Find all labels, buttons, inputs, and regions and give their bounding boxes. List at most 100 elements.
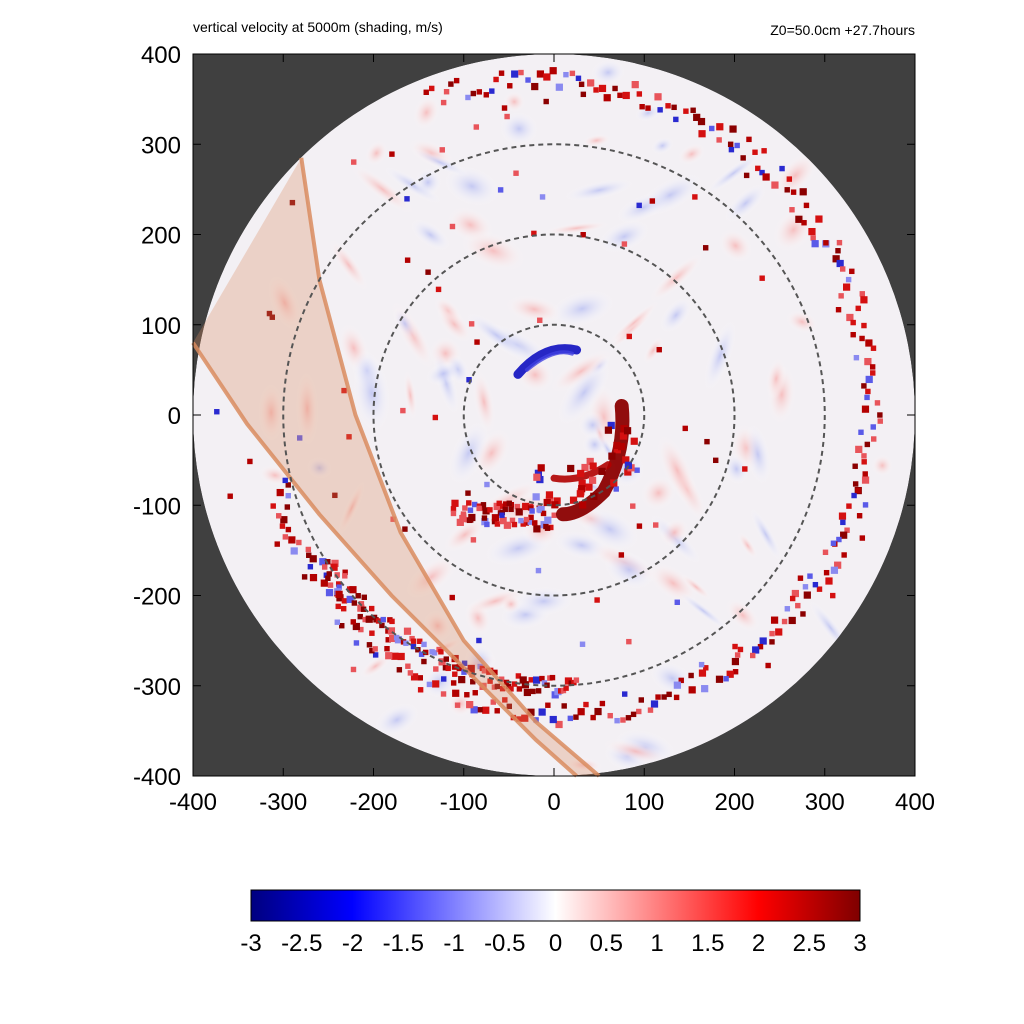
field-cell [665, 103, 671, 109]
field-cell [466, 500, 472, 506]
field-cell [835, 248, 841, 254]
field-cell [618, 552, 625, 558]
field-cell [490, 699, 496, 705]
field-cell [519, 676, 527, 684]
field-cell [771, 181, 779, 189]
field-blob [744, 423, 772, 486]
field-blob [637, 173, 704, 217]
field-cell [843, 283, 851, 291]
field-cell [657, 107, 663, 113]
field-blob [614, 729, 677, 766]
field-blob [513, 586, 574, 617]
field-cell [678, 677, 684, 684]
field-cell [693, 113, 701, 121]
field-cell [617, 92, 623, 99]
field-cell [604, 426, 613, 434]
field-cell [533, 717, 539, 723]
field-cell [462, 505, 468, 511]
field-cell [836, 536, 842, 543]
field-cell [515, 673, 522, 679]
field-cell [578, 479, 586, 488]
field-cell [285, 526, 292, 533]
field-cell [351, 159, 357, 165]
field-cell [838, 293, 844, 299]
inner-blue-arc [513, 344, 582, 379]
field-cell [481, 668, 488, 674]
field-cell [404, 196, 410, 202]
field-cell [877, 418, 883, 424]
field-cell [587, 79, 595, 87]
field-cell [349, 586, 357, 594]
field-cell [511, 70, 519, 78]
field-cell [636, 91, 643, 97]
field-cell [579, 641, 586, 647]
field-cell [836, 259, 844, 268]
field-cell [545, 491, 554, 499]
field-blob [423, 610, 453, 642]
field-cell [795, 602, 801, 609]
field-blob [592, 418, 607, 447]
field-cell [610, 479, 618, 487]
field-cell [405, 663, 411, 669]
inner-blue-arc-edge [524, 350, 575, 372]
field-cell [703, 665, 709, 671]
dashed-circle-200 [372, 233, 736, 597]
field-cell [855, 305, 861, 312]
field-cell [791, 589, 799, 598]
field-cell [586, 457, 594, 466]
field-cell [807, 573, 813, 579]
field-cell [698, 661, 705, 668]
field-cell [368, 605, 375, 612]
field-cell [358, 626, 364, 633]
field-cell [471, 501, 478, 508]
field-blob [589, 421, 626, 477]
field-cell [373, 617, 379, 623]
field-cell [508, 686, 514, 692]
field-cell [433, 666, 439, 672]
field-cell [690, 107, 696, 113]
field-cell [476, 503, 484, 511]
field-cell [537, 505, 545, 514]
field-cell [387, 617, 393, 623]
field-cell [470, 706, 478, 714]
field-cell [553, 497, 561, 505]
field-cell [467, 664, 475, 673]
field-cell [451, 499, 459, 507]
velocity-field [193, 54, 915, 776]
field-cell [276, 488, 284, 497]
field-cell [645, 105, 651, 111]
field-blob [352, 353, 391, 433]
field-blob [499, 599, 552, 630]
field-cell [342, 569, 348, 575]
field-blob [565, 757, 603, 773]
field-cell [440, 99, 447, 106]
field-cell [528, 514, 534, 521]
field-cell [502, 501, 509, 507]
field-cell [409, 635, 415, 642]
field-cell [482, 507, 490, 515]
field-cell [521, 714, 529, 722]
field-cell [274, 541, 280, 547]
field-blob [484, 530, 553, 567]
field-cell [545, 702, 551, 708]
field-cell [622, 91, 630, 100]
field-cell [533, 473, 541, 481]
field-cell [516, 716, 522, 722]
field-cell [282, 477, 288, 484]
field-blob [421, 665, 458, 699]
field-cell [467, 507, 474, 513]
field-cell [636, 523, 643, 529]
field-cell [634, 467, 640, 473]
field-blob [785, 310, 819, 334]
colorbar-tick-label: 1 [650, 930, 663, 957]
field-cell [481, 518, 489, 526]
field-blob [718, 228, 753, 263]
field-cell [450, 680, 457, 686]
field-cell [493, 76, 499, 83]
field-cell [789, 207, 795, 213]
field-cell [335, 581, 342, 587]
field-cell [509, 517, 516, 524]
field-cell [551, 512, 557, 518]
field-cell [332, 492, 338, 499]
